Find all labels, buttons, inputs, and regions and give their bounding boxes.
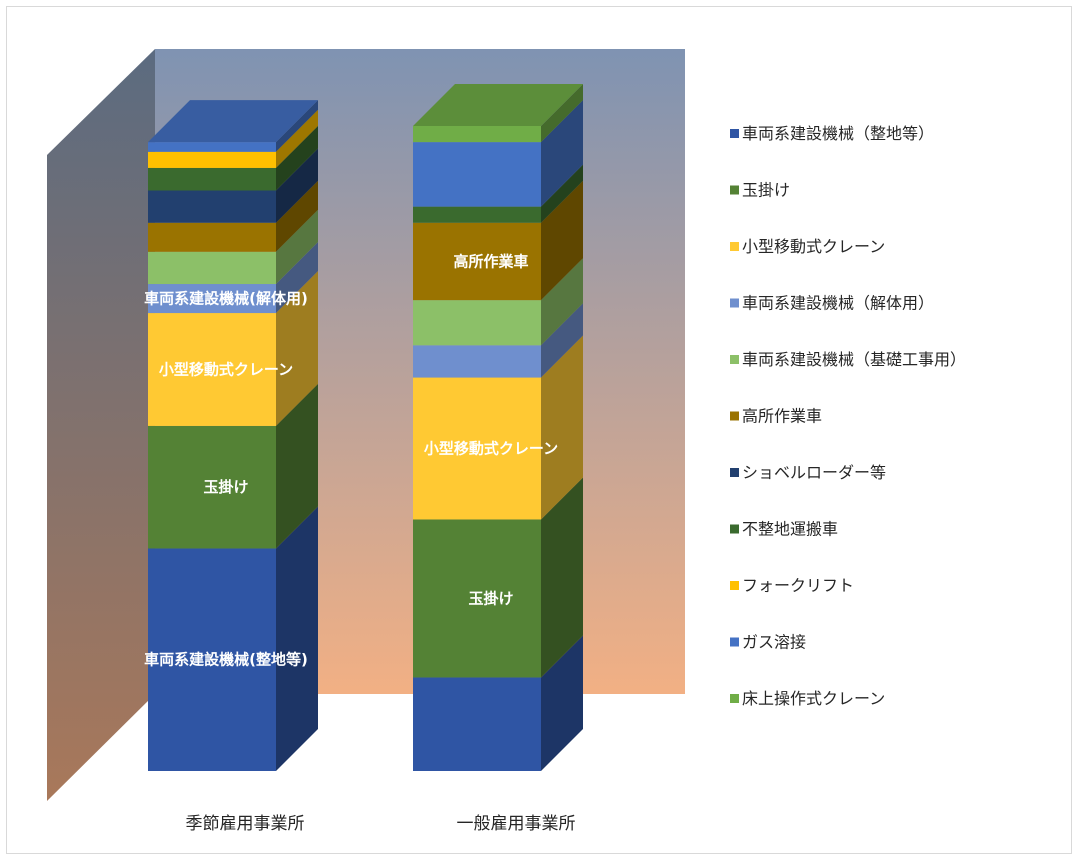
bar-segment-1-10 [148,142,276,152]
bar-segment-2-6 [413,222,541,301]
bar-side-1-10 [276,100,318,152]
legend-item-10: ガス溶接 [742,633,806,652]
bar-segment-2-10 [413,142,541,207]
bar-segment-2-3 [413,377,541,520]
legend-swatch-10 [730,637,739,647]
bar-segment-1-3 [148,313,276,426]
bar-side-1-8 [276,125,318,191]
bar-segment-2-4 [413,345,541,378]
bar-side-1-4 [276,242,318,314]
legend-item-2: 玉掛け [742,181,790,200]
bar-side-1-2 [276,383,318,549]
bar-side-1-5 [276,209,318,285]
legend-swatch-2 [730,185,739,195]
legend-item-7: ショベルローダー等 [742,463,886,482]
legend-swatch-7 [730,468,739,477]
bar-segment-2-1 [413,677,541,771]
legend-item-9: フォークリフト [742,576,854,595]
legend-swatch-3 [730,242,739,251]
legend-item-5: 車両系建設機械（基礎工事用） [742,350,966,369]
bar-side-2-6 [541,180,583,301]
bar-segment-1-5 [148,251,276,285]
bar-segment-1-4 [148,284,276,314]
legend-item-4: 車両系建設機械（解体用） [742,294,934,313]
bar-side-2-11 [541,84,583,143]
legend-swatch-6 [730,411,739,421]
bar-top-2 [413,84,583,126]
bar-side-1-1 [276,506,318,771]
bar-top-1 [148,100,318,143]
data-label-1-3: 小型移動式クレーン [159,360,293,378]
bar-side-1-7 [276,148,318,223]
data-label-1-2: 玉掛け [203,478,248,496]
legend-swatch-1 [730,129,739,138]
legend-item-1: 車両系建設機械（整地等） [742,124,934,143]
legend-item-3: 小型移動式クレーン [742,237,885,256]
data-label-2-6: 高所作業車 [453,252,528,270]
legend-item-11: 床上操作式クレーン [742,689,885,708]
category-label-1: 季節雇用事業所 [186,814,305,834]
bar-segment-2-8 [413,206,541,223]
data-label-2-3: 小型移動式クレーン [424,440,558,458]
chart-frame: 車両系建設機械(整地等) 玉掛け 小型移動式クレーン 車両系建設機械(解体用) 玉掛け小… [6,6,1072,854]
bar-side-2-3 [541,335,583,520]
legend-swatch-4 [730,298,739,308]
bar-side-2-5 [541,258,583,346]
bar-stack-1 [148,100,318,771]
bar-segment-1-2 [148,425,276,549]
bar-side-2-8 [541,164,583,223]
bar-side-1-6 [276,180,318,252]
bar-segment-1-9 [148,151,276,168]
legend-swatch-11 [730,694,739,703]
bar-side-2-2 [541,477,583,678]
bar-segment-2-5 [413,300,541,346]
bar-segment-2-11 [413,126,541,143]
bar-segment-1-8 [148,167,276,191]
bar-side-2-1 [541,635,583,771]
bar-segment-1-6 [148,222,276,252]
bar-side-2-10 [541,100,583,207]
legend-item-6: 高所作業車 [742,407,822,426]
data-label-1-1: 車両系建設機械(整地等) [144,651,308,669]
bar-side-1-3 [276,271,318,426]
legend-swatch-8 [730,524,739,534]
bar-segment-1-1 [148,548,276,771]
stacked-bar-chart: 車両系建設機械(整地等)玉掛け小型移動式クレーン車両系建設機械(解体用)玉掛け小… [47,49,966,834]
bar-side-1-9 [276,109,318,168]
bar-stack-2 [413,84,583,771]
legend-swatch-9 [730,581,739,590]
legend-swatch-5 [730,355,739,364]
bar-segment-1-7 [148,190,276,223]
legend-item-8: 不整地運搬車 [742,520,838,539]
category-label-2: 一般雇用事業所 [457,814,576,834]
bar-segment-2-2 [413,519,541,678]
chart-side-wall [47,49,155,801]
data-label-1-4: 車両系建設機械(解体用) [144,290,308,308]
data-label-2-2: 玉掛け [468,589,513,607]
bar-side-2-4 [541,303,583,378]
